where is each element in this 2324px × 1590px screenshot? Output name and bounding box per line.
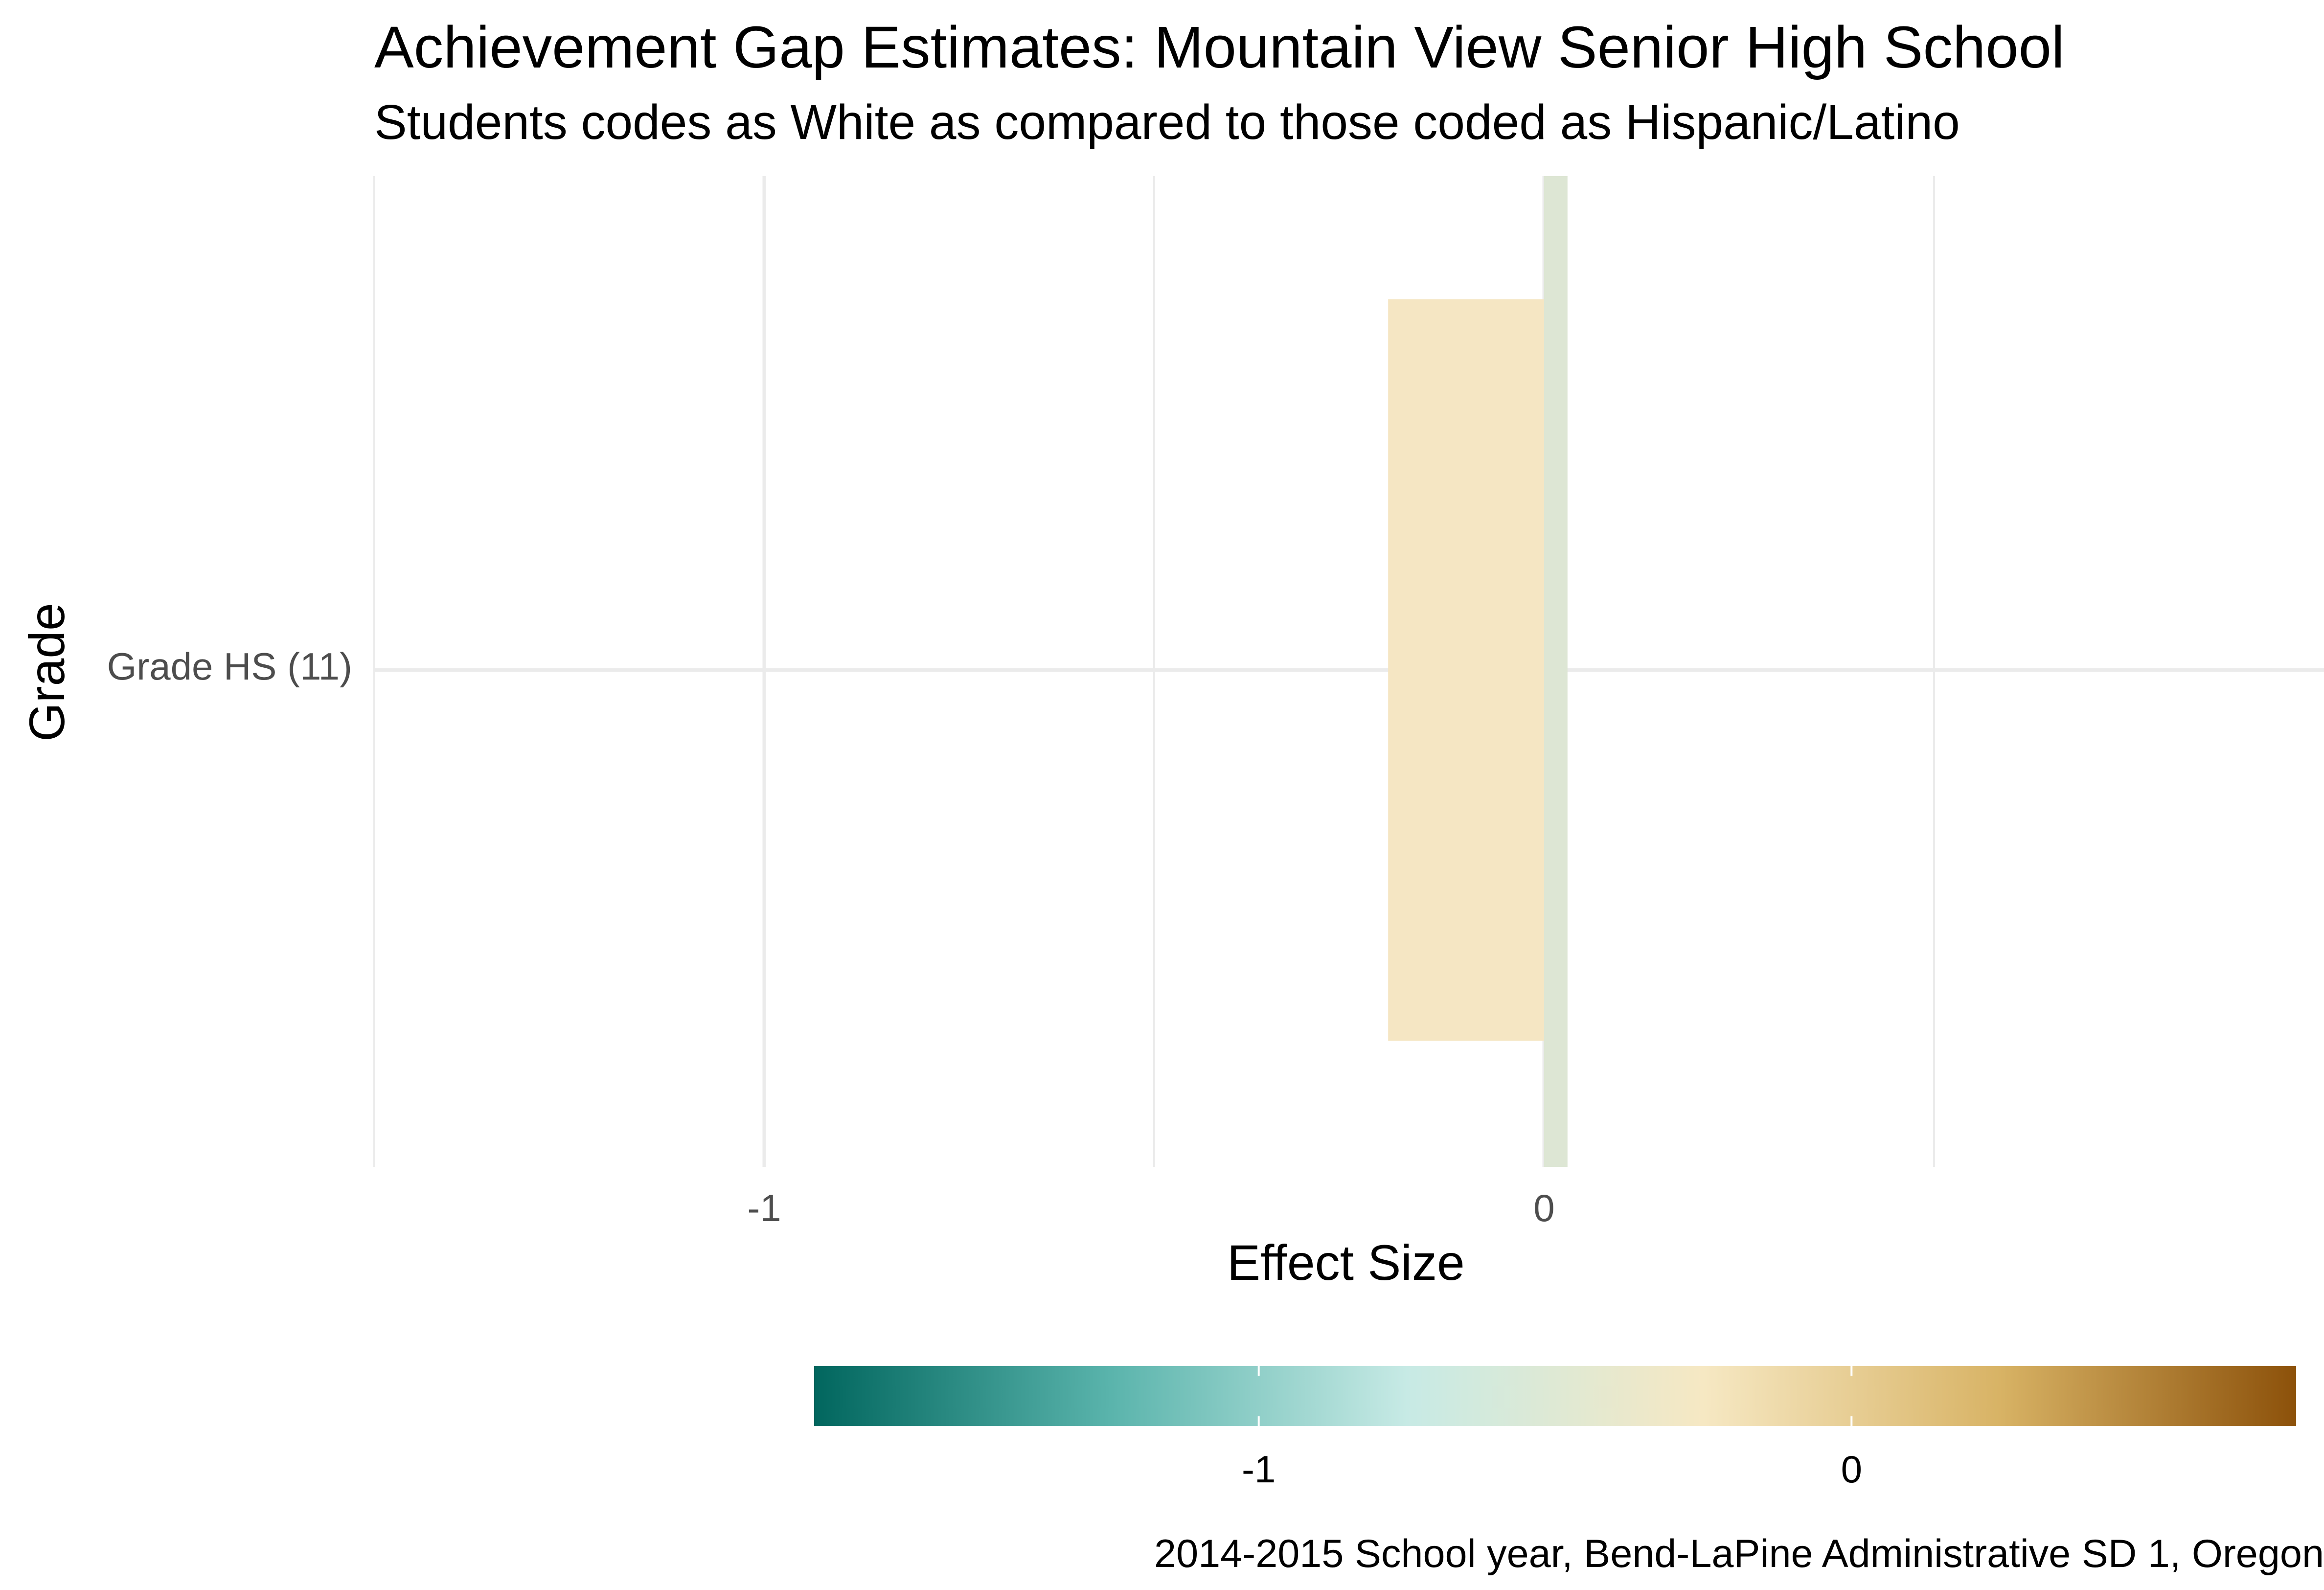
colorbar-tick-label: 0 [1841,1448,1862,1491]
x-tick-label: 0 [1533,1186,1554,1229]
reference-bar-zero [1544,176,1568,1167]
bars [1388,176,1568,1167]
y-tick-label: Grade HS (11) [107,645,352,688]
colorbar-legend: -1 0 [814,1366,2296,1491]
y-axis-label: Grade [19,603,75,742]
x-tick-label: -1 [747,1186,781,1229]
chart-subtitle: Students codes as White as compared to t… [374,95,1960,150]
colorbar-tick-label: -1 [1242,1448,1276,1491]
bar-grade-hs-11 [1388,299,1544,1041]
chart-title: Achievement Gap Estimates: Mountain View… [374,14,2065,80]
x-tick-labels: -1 0 [747,1186,1554,1229]
gridlines [373,176,2324,1167]
colorbar-gradient [814,1366,2296,1426]
chart-caption: 2014-2015 School year, Bend-LaPine Admin… [1154,1532,2324,1576]
x-axis-label: Effect Size [1227,1235,1465,1291]
